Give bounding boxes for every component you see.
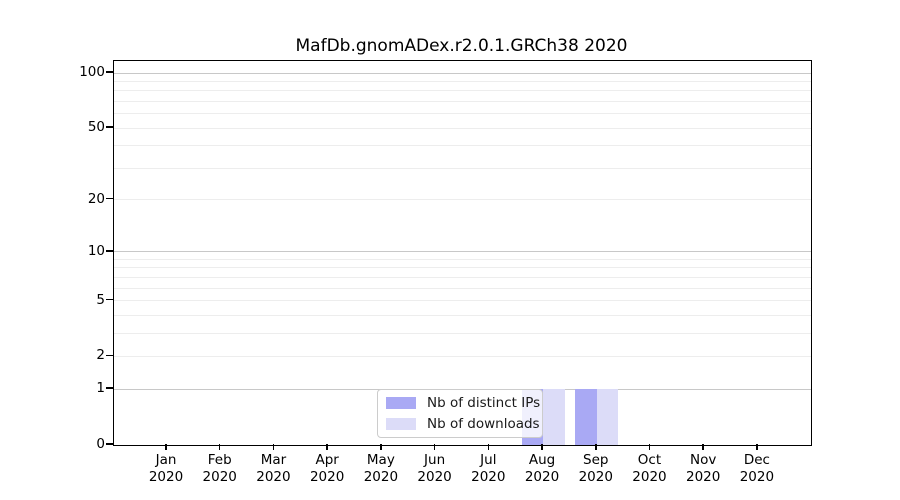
x-tick-label: Oct 2020 [632,452,667,485]
x-tick-label: Mar 2020 [256,452,291,485]
x-tick-label: Feb 2020 [202,452,237,485]
y-tick-label: 20 [87,190,105,207]
gridline [114,167,811,169]
y-tick-mark [106,250,113,252]
x-tick-mark [487,444,490,450]
gridline [114,287,811,289]
bar-downloads-sep-2020 [596,389,619,445]
x-tick-mark [541,444,543,450]
x-tick-mark [648,444,651,450]
gridline [114,276,811,278]
gridline [114,72,811,74]
x-tick-mark [595,444,597,450]
y-tick-label: 100 [79,64,105,81]
x-tick-label: Dec 2020 [739,452,775,485]
gridline [114,267,811,269]
legend-label-distinct-ips: Nb of distinct IPs [427,395,541,411]
x-tick-mark [433,444,436,450]
y-tick-label: 0 [96,436,105,452]
y-tick-label: 1 [96,380,105,397]
y-tick-mark [106,443,113,445]
bar-downloads-aug-2020 [543,389,565,445]
gridline [114,81,811,83]
y-tick-mark [106,298,113,301]
x-tick-mark [218,444,221,450]
y-tick-mark [106,126,113,128]
x-tick-label: Jul 2020 [471,452,506,485]
y-tick-label: 5 [96,291,105,308]
x-tick-label: Sep 2020 [578,452,613,485]
x-tick-mark [165,444,167,450]
x-tick-mark [272,444,275,450]
gridline [114,251,811,253]
legend: Nb of distinct IPs Nb of downloads [377,389,543,438]
x-tick-label: Jun 2020 [417,452,452,485]
y-tick-label: 10 [87,242,105,259]
gridline [114,332,811,334]
y-tick-mark [106,354,113,357]
legend-entry-distinct-ips: Nb of distinct IPs [386,394,540,412]
chart-title: MafDb.gnomADex.r2.0.1.GRCh38 2020 [295,36,628,56]
x-tick-mark [380,444,382,450]
y-tick-mark [106,71,113,73]
gridline [114,127,811,129]
gridline [114,355,811,357]
x-tick-label: May 2020 [363,452,399,485]
y-tick-mark [106,387,113,389]
legend-swatch-downloads [386,418,416,430]
gridline [114,300,811,302]
legend-swatch-distinct-ips [386,397,416,409]
x-tick-label: Jan 2020 [148,452,184,485]
gridline [114,258,811,260]
x-tick-mark [326,444,328,450]
gridline [114,113,811,115]
bar-distinct-ips-sep-2020 [575,389,597,445]
y-tick-label: 50 [87,119,105,136]
x-tick-label: Apr 2020 [309,452,345,485]
plot-area [113,60,812,446]
x-tick-label: Nov 2020 [686,452,721,485]
legend-label-downloads: Nb of downloads [427,416,540,432]
legend-entry-downloads: Nb of downloads [386,415,540,433]
gridline [114,145,811,147]
y-tick-mark [106,197,113,200]
gridline [114,314,811,316]
gridline [114,101,811,103]
x-tick-label: Aug 2020 [524,452,560,485]
gridline [114,199,811,201]
gridline [114,90,811,92]
y-tick-label: 2 [96,347,105,364]
x-tick-mark [756,444,758,450]
x-tick-mark [702,444,704,450]
